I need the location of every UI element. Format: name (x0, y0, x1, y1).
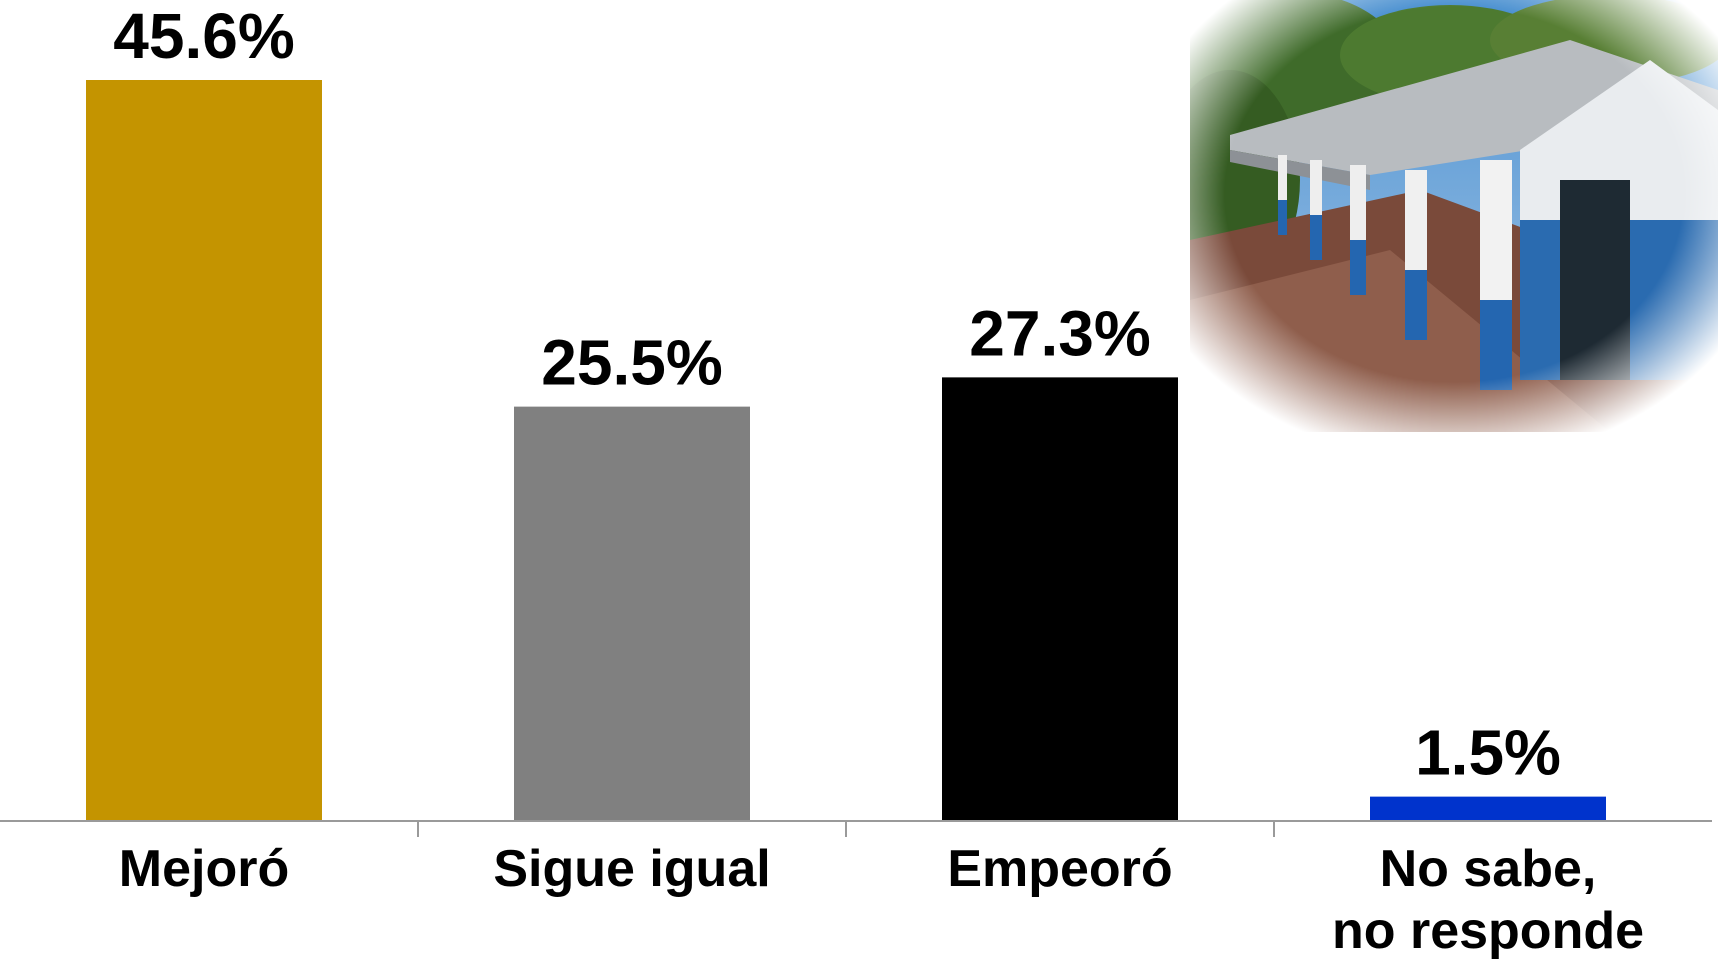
category-label: Sigue igual (493, 840, 770, 898)
bar (942, 377, 1178, 821)
category-label: Mejoró (119, 840, 289, 898)
category-label: Empeoró (947, 840, 1172, 898)
bar-value-label: 25.5% (541, 327, 722, 399)
bars-group (86, 80, 1606, 821)
x-axis-ticks (417, 821, 1275, 837)
bar-value-label: 1.5% (1415, 717, 1561, 789)
category-label: No sabe, (1380, 840, 1597, 898)
bar (514, 406, 750, 821)
category-label: no responde (1332, 902, 1644, 960)
school-building-photo (1190, 0, 1718, 432)
category-labels-group: Mejoró Sigue igual Empeoró No sabe,no respo… (119, 840, 1644, 960)
bar (1370, 796, 1606, 821)
bar-value-label: 45.6% (113, 0, 294, 72)
bar-value-label: 27.3% (969, 297, 1150, 369)
bar (86, 80, 322, 821)
value-labels-group: 45.6% 25.5% 27.3% 1.5% (113, 0, 1561, 789)
